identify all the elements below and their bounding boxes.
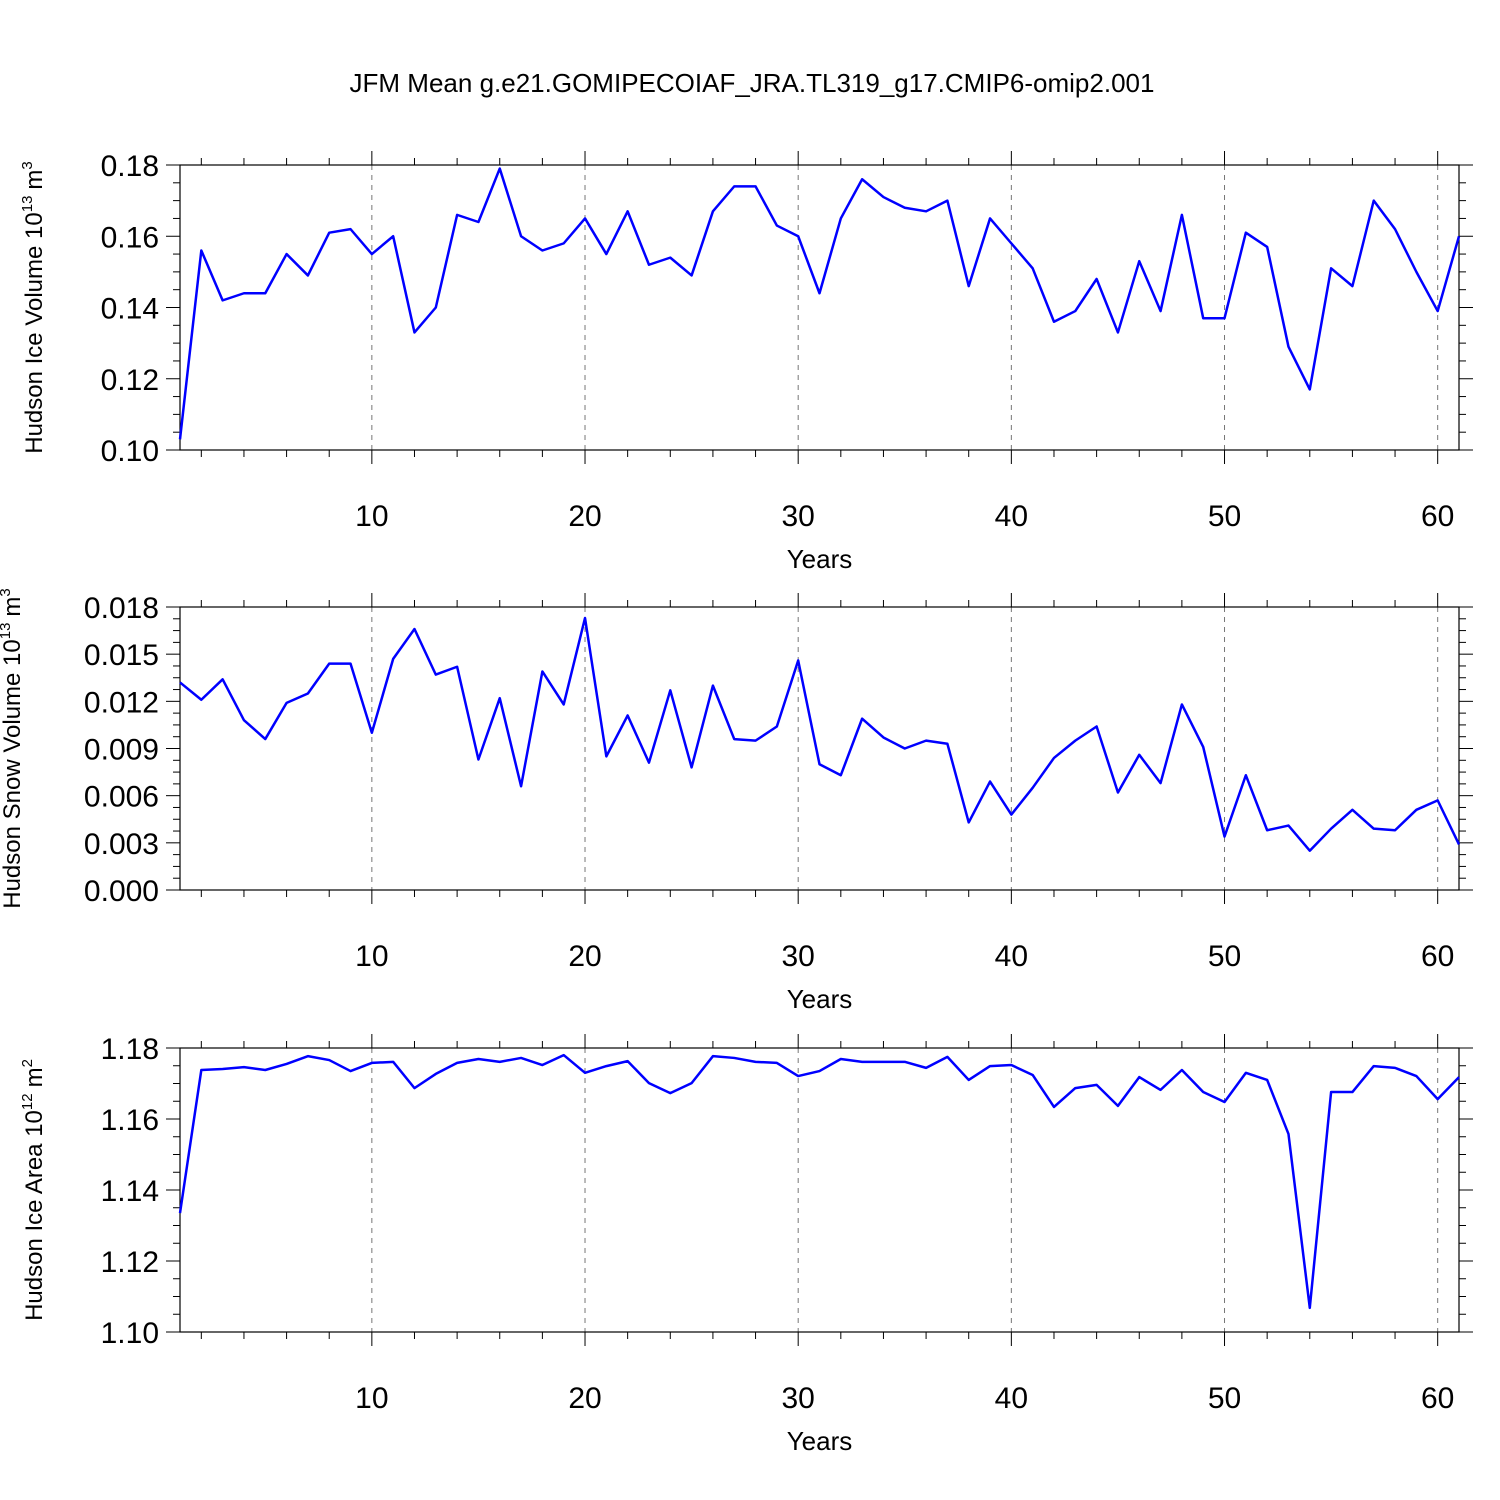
y-tick-label: 0.006 bbox=[84, 781, 159, 814]
y-label-unit-power: 2 bbox=[19, 1059, 36, 1067]
x-tick-label: 30 bbox=[781, 1382, 814, 1415]
y-label-text: Hudson Ice Area 10 bbox=[21, 1110, 48, 1321]
y-tick-label: 1.14 bbox=[101, 1175, 159, 1208]
y-label-unit: m bbox=[0, 597, 26, 617]
y-tick-label: 1.18 bbox=[101, 1033, 159, 1066]
y-tick-label: 1.10 bbox=[101, 1317, 159, 1350]
x-tick-label: 30 bbox=[781, 940, 814, 973]
x-tick-label: 50 bbox=[1208, 500, 1241, 533]
x-tick-label: 10 bbox=[355, 1382, 388, 1415]
y-tick-label: 0.012 bbox=[84, 686, 159, 719]
x-tick-label: 60 bbox=[1421, 500, 1454, 533]
y-label-text: Hudson Ice Volume 10 bbox=[21, 212, 48, 454]
data-line bbox=[178, 1053, 1460, 1310]
y-tick-label: 0.12 bbox=[101, 364, 159, 397]
y-axis-label: Hudson Ice Volume 1013 m3 bbox=[19, 161, 48, 454]
x-tick-label: 50 bbox=[1208, 1382, 1241, 1415]
x-tick-label: 60 bbox=[1421, 940, 1454, 973]
plot-frame bbox=[179, 164, 1460, 451]
x-tick-label: 50 bbox=[1208, 940, 1241, 973]
y-label-unit: m bbox=[21, 1067, 48, 1087]
y-axis-label: Hudson Ice Area 1012 m2 bbox=[19, 1059, 48, 1321]
x-tick-label: 10 bbox=[355, 940, 388, 973]
y-tick-label: 0.015 bbox=[84, 639, 159, 672]
x-axis-label: Years bbox=[787, 544, 853, 574]
x-tick-label: 40 bbox=[995, 500, 1028, 533]
y-tick-label: 0.000 bbox=[84, 875, 159, 908]
plot-frame bbox=[179, 606, 1460, 891]
y-label-unit-power: 3 bbox=[19, 161, 36, 169]
y-tick-label: 0.003 bbox=[84, 828, 159, 861]
y-label-unit-power: 3 bbox=[0, 588, 14, 596]
y-label-unit: m bbox=[21, 170, 48, 190]
y-tick-label: 0.10 bbox=[101, 435, 159, 468]
y-label-power: 12 bbox=[19, 1093, 36, 1110]
x-tick-label: 40 bbox=[995, 1382, 1028, 1415]
x-axis-label: Years bbox=[787, 1426, 853, 1456]
data-line bbox=[178, 167, 1461, 440]
y-label-power: 13 bbox=[19, 196, 36, 213]
y-axis-label: Hudson Snow Volume 1013 m3 bbox=[0, 588, 26, 909]
x-tick-label: 30 bbox=[781, 500, 814, 533]
x-tick-label: 40 bbox=[995, 940, 1028, 973]
x-tick-label: 20 bbox=[568, 500, 601, 533]
y-tick-label: 0.018 bbox=[84, 592, 159, 625]
x-tick-label: 10 bbox=[355, 500, 388, 533]
y-label-power: 13 bbox=[0, 623, 14, 640]
y-tick-label: 0.18 bbox=[101, 150, 159, 183]
data-line bbox=[179, 616, 1461, 852]
y-tick-label: 0.14 bbox=[101, 293, 159, 326]
x-tick-label: 60 bbox=[1421, 1382, 1454, 1415]
y-tick-label: 0.16 bbox=[101, 221, 159, 254]
y-tick-label: 1.16 bbox=[101, 1104, 159, 1137]
y-label-text: Hudson Snow Volume 10 bbox=[0, 639, 26, 909]
figure-title: JFM Mean g.e21.GOMIPECOIAF_JRA.TL319_g17… bbox=[350, 68, 1155, 98]
y-tick-label: 1.12 bbox=[101, 1246, 159, 1279]
x-axis-label: Years bbox=[787, 984, 853, 1014]
x-tick-label: 20 bbox=[568, 1382, 601, 1415]
plot-frame bbox=[179, 1047, 1460, 1333]
y-tick-label: 0.009 bbox=[84, 734, 159, 767]
x-tick-label: 20 bbox=[568, 940, 601, 973]
